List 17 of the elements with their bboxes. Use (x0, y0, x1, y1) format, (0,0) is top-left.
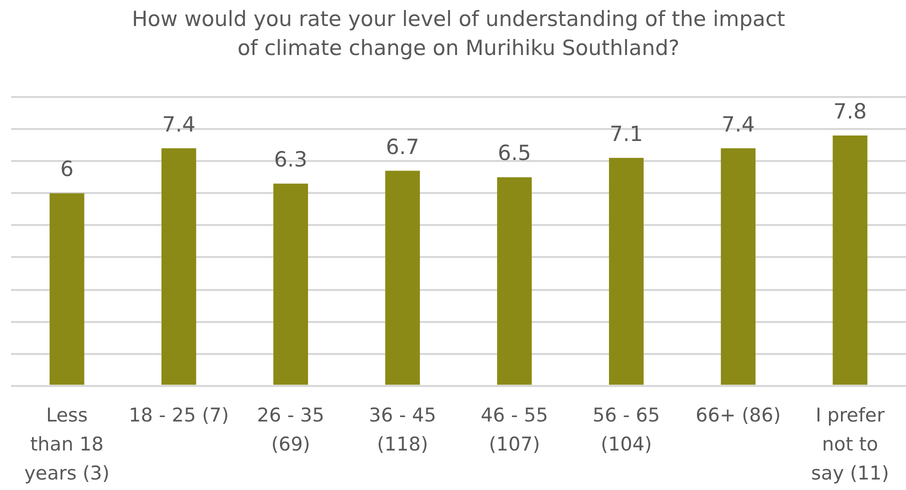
data-label: 6.3 (274, 148, 308, 172)
data-label: 7.1 (610, 122, 644, 146)
x-tick-label: 66+ (86) (696, 404, 781, 426)
data-label: 6.7 (386, 134, 420, 159)
x-tick-label: 56 - 65 (104) (592, 404, 660, 456)
x-tick-label: 26 - 35 (69) (257, 404, 324, 456)
chart-title: How would you rate your level of understanding of the impact of climate change on Murihiku Southland? (132, 6, 786, 60)
data-label: 7.4 (162, 112, 196, 136)
data-label: 6 (60, 157, 74, 182)
data-label: 7.8 (833, 99, 867, 124)
data-label: 6.5 (498, 141, 532, 166)
data-label: 7.4 (721, 112, 755, 136)
x-tick-label: I prefer not to say (11) (811, 404, 889, 484)
x-tick-label: Less than 18 years (3) (24, 404, 110, 484)
x-tick-label: 36 - 45 (118) (368, 404, 436, 456)
x-tick-label: 46 - 55 (107) (480, 404, 548, 456)
x-tick-label: 18 - 25 (7) (128, 404, 229, 426)
